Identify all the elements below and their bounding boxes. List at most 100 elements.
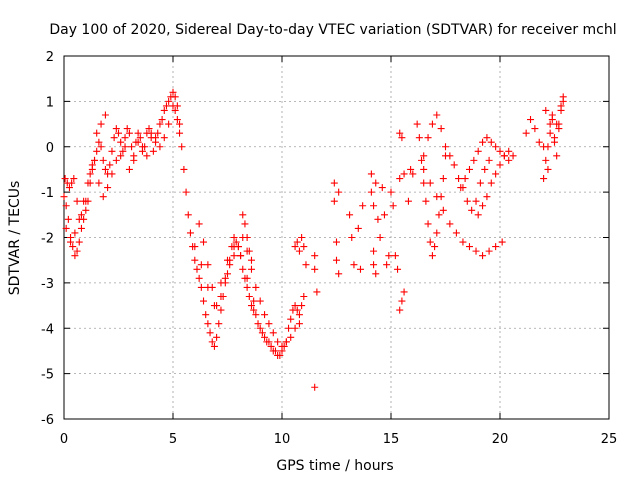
data-point bbox=[243, 283, 251, 291]
data-point bbox=[505, 147, 513, 155]
data-point bbox=[165, 120, 173, 128]
axes: 0 5 10 15 20 25 -6 -5 -4 -3 -2 -1 0 1 2 bbox=[41, 50, 617, 447]
data-point bbox=[376, 234, 384, 241]
data-point bbox=[254, 320, 262, 328]
data-point bbox=[145, 125, 153, 133]
data-point bbox=[278, 342, 286, 350]
data-point bbox=[354, 224, 362, 232]
data-point bbox=[108, 147, 116, 155]
data-point bbox=[95, 138, 103, 146]
data-point bbox=[295, 247, 303, 255]
data-point bbox=[62, 202, 70, 210]
data-point bbox=[442, 143, 449, 151]
data-point bbox=[492, 243, 500, 251]
data-point bbox=[162, 102, 170, 110]
x-tick-label: 5 bbox=[169, 432, 177, 447]
data-point bbox=[298, 302, 306, 310]
data-point bbox=[245, 292, 253, 300]
data-point bbox=[191, 256, 199, 264]
data-point bbox=[546, 129, 554, 137]
data-point bbox=[387, 188, 395, 196]
data-point bbox=[110, 134, 118, 142]
data-point bbox=[99, 156, 107, 164]
x-tick-label: 10 bbox=[274, 432, 291, 447]
data-point bbox=[291, 324, 299, 332]
data-point bbox=[115, 129, 122, 137]
data-point bbox=[420, 165, 428, 173]
data-point bbox=[97, 143, 105, 151]
data-point bbox=[237, 252, 245, 260]
data-point bbox=[548, 116, 556, 124]
data-point bbox=[389, 202, 397, 210]
data-point bbox=[178, 143, 186, 151]
data-point bbox=[500, 152, 508, 160]
data-point bbox=[424, 220, 432, 228]
data-point bbox=[215, 320, 223, 328]
data-point bbox=[156, 120, 164, 128]
data-point bbox=[285, 324, 293, 332]
data-point bbox=[396, 306, 404, 314]
data-point bbox=[542, 156, 550, 164]
data-point bbox=[202, 311, 210, 319]
data-point bbox=[287, 315, 295, 323]
data-point bbox=[265, 320, 273, 328]
data-point bbox=[346, 211, 354, 219]
data-point bbox=[439, 175, 447, 183]
data-point bbox=[433, 193, 441, 201]
data-point bbox=[200, 297, 208, 305]
data-point bbox=[160, 106, 168, 114]
data-point bbox=[463, 197, 471, 205]
data-point bbox=[407, 165, 415, 173]
data-point bbox=[88, 161, 96, 169]
x-tick-label: 0 bbox=[60, 432, 68, 447]
data-point bbox=[75, 215, 83, 223]
data-point bbox=[531, 125, 539, 133]
data-point bbox=[479, 252, 487, 260]
data-point bbox=[230, 234, 238, 241]
y-tick-label: -1 bbox=[41, 186, 54, 201]
data-point bbox=[210, 342, 218, 350]
data-point bbox=[75, 238, 83, 246]
data-point bbox=[422, 197, 430, 205]
data-point bbox=[276, 351, 284, 359]
data-point bbox=[104, 184, 112, 192]
data-point bbox=[71, 229, 79, 237]
data-point bbox=[542, 106, 550, 114]
data-point bbox=[527, 116, 535, 124]
data-point bbox=[241, 220, 249, 228]
data-point bbox=[378, 184, 386, 192]
data-point bbox=[481, 165, 489, 173]
data-point bbox=[293, 238, 301, 246]
data-point bbox=[99, 193, 107, 201]
data-point bbox=[200, 238, 208, 246]
data-point bbox=[540, 175, 548, 183]
y-tick-label: -5 bbox=[41, 368, 54, 383]
data-point bbox=[245, 247, 253, 255]
data-point bbox=[450, 161, 458, 169]
data-point bbox=[224, 270, 231, 278]
data-point bbox=[73, 247, 81, 255]
data-point bbox=[498, 238, 506, 246]
data-point bbox=[465, 165, 473, 173]
data-point bbox=[404, 197, 412, 205]
data-point bbox=[62, 224, 70, 232]
data-point bbox=[158, 116, 166, 124]
data-point bbox=[112, 156, 120, 164]
data-point bbox=[367, 170, 375, 178]
data-point bbox=[372, 270, 380, 278]
data-point bbox=[250, 297, 258, 305]
data-point bbox=[483, 134, 491, 142]
data-point bbox=[409, 170, 417, 178]
data-point bbox=[119, 147, 127, 155]
data-point bbox=[108, 170, 116, 178]
data-point bbox=[446, 220, 454, 228]
data-point bbox=[476, 179, 484, 187]
data-point bbox=[97, 120, 105, 128]
data-points bbox=[60, 88, 567, 391]
data-point bbox=[385, 252, 393, 260]
data-point bbox=[313, 288, 321, 296]
data-point bbox=[391, 252, 399, 260]
data-point bbox=[156, 143, 164, 151]
data-point bbox=[492, 170, 500, 178]
